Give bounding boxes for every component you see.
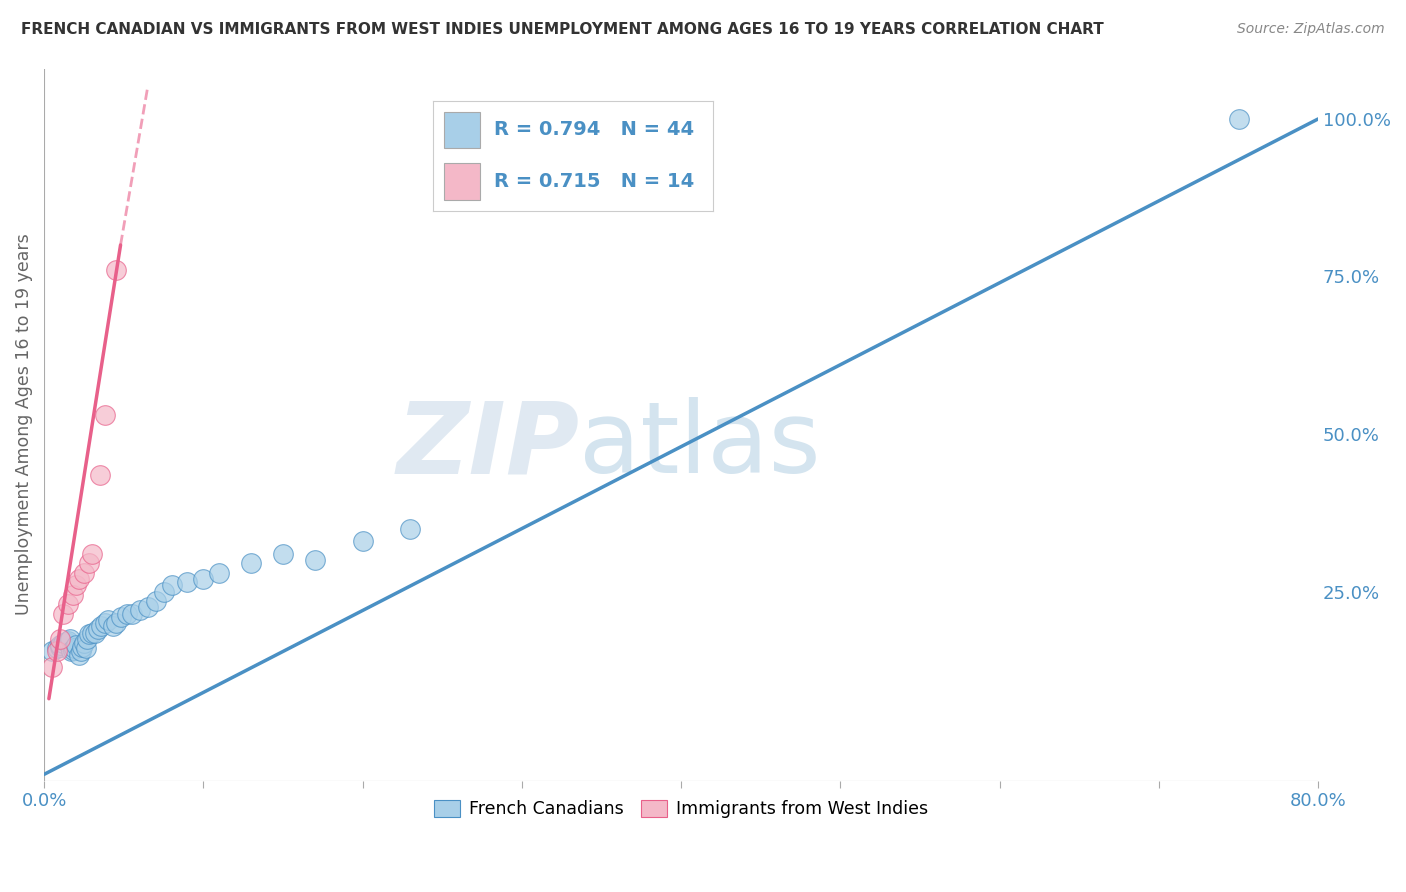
Point: [65, 638, 87, 652]
Point: [67, 572, 90, 586]
Point: [60, 644, 83, 658]
Point: [75, 641, 97, 656]
Point: [77, 627, 100, 641]
Point: [76, 632, 98, 646]
Point: [73, 566, 96, 580]
Point: [80, 625, 103, 640]
Point: [49, 638, 72, 652]
Point: [69, 644, 91, 658]
Point: [93, 408, 115, 422]
Point: [152, 584, 174, 599]
Point: [160, 578, 183, 592]
Point: [67, 648, 90, 662]
Point: [208, 566, 231, 580]
Point: [84, 625, 107, 640]
Point: [41, 660, 63, 674]
Point: [93, 616, 115, 631]
Point: [1227, 112, 1250, 126]
Legend: French Canadians, Immigrants from West Indies: French Canadians, Immigrants from West I…: [427, 793, 935, 825]
Point: [56, 597, 79, 611]
Point: [77, 556, 100, 570]
Point: [45, 644, 67, 658]
Point: [101, 619, 124, 633]
Point: [49, 632, 72, 646]
Point: [104, 263, 127, 277]
Text: Source: ZipAtlas.com: Source: ZipAtlas.com: [1237, 22, 1385, 37]
Point: [271, 547, 294, 561]
Point: [56, 633, 79, 648]
Point: [136, 600, 159, 615]
Point: [63, 641, 86, 656]
Point: [55, 635, 77, 649]
Point: [352, 534, 374, 549]
Text: atlas: atlas: [579, 398, 821, 494]
Point: [90, 619, 112, 633]
Point: [49, 640, 72, 654]
Point: [304, 553, 326, 567]
Point: [145, 594, 167, 608]
Point: [240, 556, 263, 570]
Point: [193, 572, 215, 586]
Point: [72, 640, 94, 654]
Text: FRENCH CANADIAN VS IMMIGRANTS FROM WEST INDIES UNEMPLOYMENT AMONG AGES 16 TO 19 : FRENCH CANADIAN VS IMMIGRANTS FROM WEST …: [21, 22, 1104, 37]
Point: [89, 468, 111, 483]
Point: [97, 613, 120, 627]
Point: [128, 603, 150, 617]
Point: [80, 547, 103, 561]
Point: [62, 642, 84, 657]
Y-axis label: Unemployment Among Ages 16 to 19 years: Unemployment Among Ages 16 to 19 years: [15, 234, 32, 615]
Point: [73, 636, 96, 650]
Point: [41, 644, 63, 658]
Point: [176, 575, 198, 590]
Point: [121, 607, 143, 621]
Point: [52, 607, 75, 621]
Point: [58, 632, 80, 646]
Text: ZIP: ZIP: [396, 398, 579, 494]
Point: [52, 636, 75, 650]
Point: [65, 578, 87, 592]
Point: [110, 609, 132, 624]
Point: [115, 607, 138, 621]
Point: [87, 623, 110, 637]
Point: [45, 641, 67, 656]
Point: [104, 616, 127, 631]
Point: [399, 522, 422, 536]
Point: [62, 588, 84, 602]
